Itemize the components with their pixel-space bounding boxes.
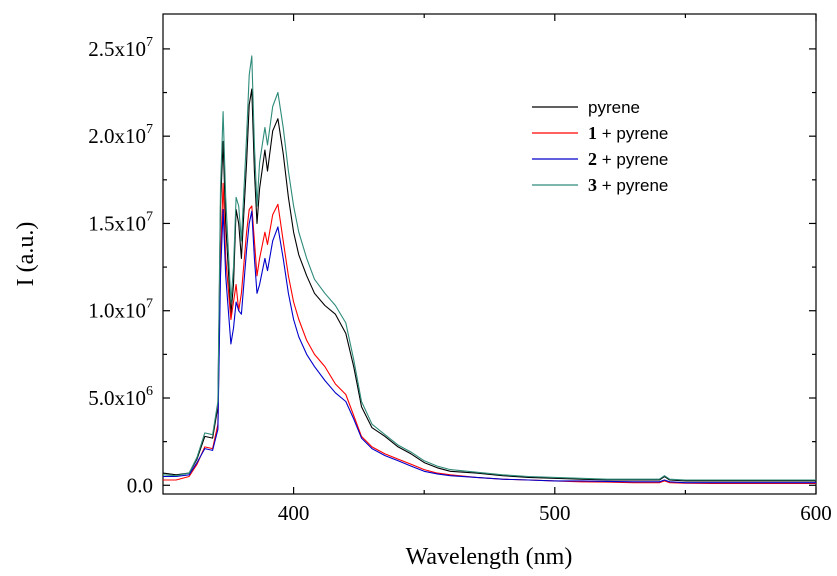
y-tick-label: 1.5x107 <box>88 209 153 235</box>
legend-label: 3 + pyrene <box>588 175 668 195</box>
y-tick-label: 2.5x107 <box>88 35 153 61</box>
x-axis-title: Wavelength (nm) <box>406 544 573 570</box>
x-tick-label: 600 <box>800 501 832 525</box>
series-line-3 <box>163 208 816 484</box>
y-tick-label: 2.0x107 <box>88 122 153 148</box>
series-line-1 <box>162 88 816 482</box>
y-tick-label: 0.0 <box>127 473 153 497</box>
plot-frame <box>162 13 817 495</box>
legend-label: 2 + pyrene <box>588 149 668 169</box>
y-axis-title: I (a.u.) <box>13 222 39 287</box>
y-tick-label: 1.0x107 <box>88 297 153 323</box>
ticks-layer <box>163 14 817 494</box>
legend-label: 1 + pyrene <box>588 123 668 143</box>
legend-label: pyrene <box>588 98 640 117</box>
series-layer <box>162 55 816 485</box>
x-tick-label: 500 <box>539 501 571 525</box>
series-line-4 <box>162 55 816 481</box>
x-tick-label: 400 <box>278 501 310 525</box>
series-line-2 <box>163 182 816 485</box>
y-tick-label: 5.0x106 <box>88 384 153 410</box>
legend: pyrene 1 + pyrene 2 + pyrene 3 + pyrene <box>532 98 668 195</box>
tick-labels-layer: 400 500 600 0.0 5.0x106 1.0x107 1.5x107 2.0x107… <box>88 35 832 525</box>
